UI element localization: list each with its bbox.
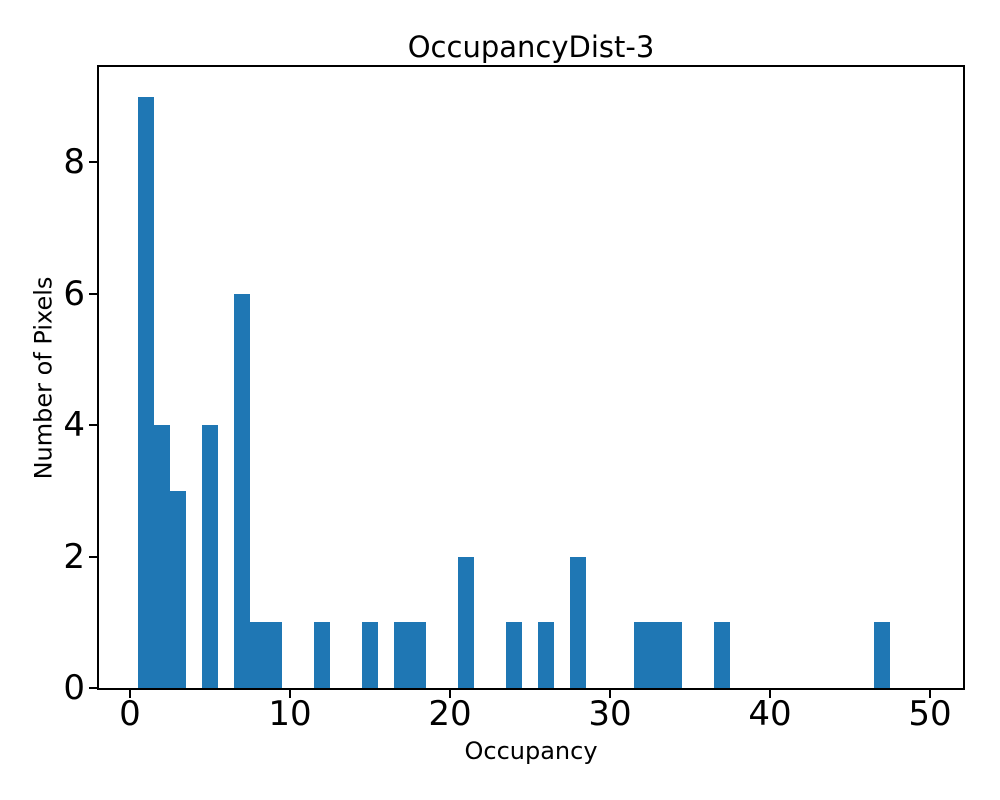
histogram-bar (714, 622, 730, 688)
histogram-bar (650, 622, 666, 688)
histogram-bar (202, 425, 218, 688)
histogram-bar (234, 294, 250, 688)
x-axis-label: Occupancy (464, 737, 598, 765)
x-tick-mark (129, 690, 131, 698)
y-tick-label: 4 (63, 405, 85, 445)
histogram-bar (170, 491, 186, 688)
histogram-bar (154, 425, 170, 688)
histogram-bar (666, 622, 682, 688)
x-tick-mark (929, 690, 931, 698)
y-tick-mark (89, 424, 97, 426)
y-tick-mark (89, 293, 97, 295)
y-tick-mark (89, 687, 97, 689)
x-tick-mark (609, 690, 611, 698)
plot-area: 0 10 20 30 40 50 0 2 4 6 8 (63, 65, 965, 734)
histogram-bar (874, 622, 890, 688)
y-tick-label: 0 (63, 668, 85, 708)
x-tick-label: 40 (748, 694, 792, 734)
chart-title: OccupancyDist-3 (407, 30, 655, 64)
y-tick-label: 8 (63, 142, 85, 182)
histogram-bar (266, 622, 282, 688)
x-tick-mark (449, 690, 451, 698)
histogram-bar (362, 622, 378, 688)
histogram-bar (570, 557, 586, 688)
y-axis-label: Number of Pixels (29, 276, 58, 480)
x-tick-label: 0 (119, 694, 141, 734)
histogram-bar (458, 557, 474, 688)
histogram-bar (314, 622, 330, 688)
histogram-bar (394, 622, 410, 688)
y-tick-mark (89, 556, 97, 558)
x-tick-label: 50 (908, 694, 952, 734)
histogram-bar (506, 622, 522, 688)
histogram-bar (538, 622, 554, 688)
x-tick-label: 30 (588, 694, 632, 734)
x-tick-mark (289, 690, 291, 698)
y-tick-mark (89, 161, 97, 163)
histogram-bar (634, 622, 650, 688)
histogram-bar (410, 622, 426, 688)
x-tick-label: 10 (268, 694, 312, 734)
y-tick-label: 6 (63, 274, 85, 314)
x-tick-label: 20 (428, 694, 472, 734)
histogram-bar (250, 622, 266, 688)
histogram-bar (138, 97, 154, 688)
x-tick-mark (769, 690, 771, 698)
y-tick-label: 2 (63, 537, 85, 577)
